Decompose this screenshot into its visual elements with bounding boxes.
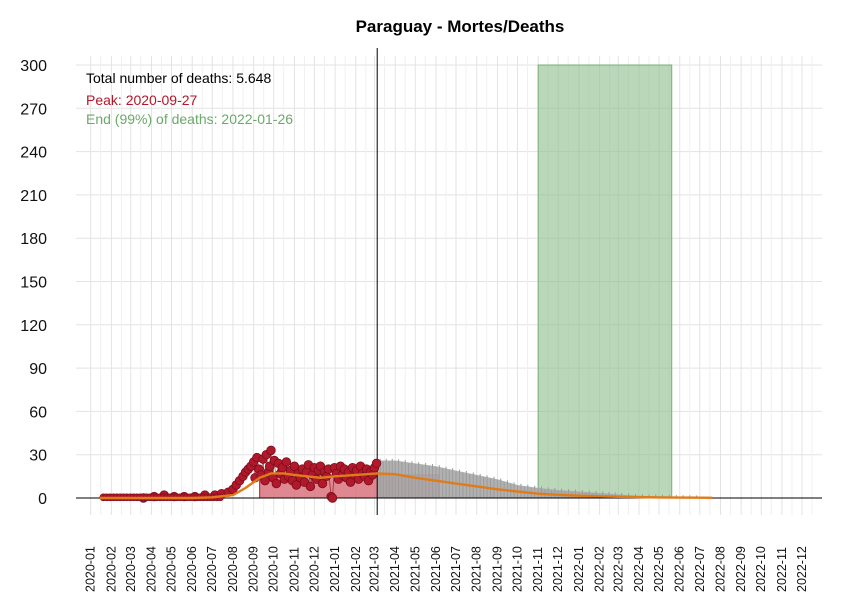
x-tick-label: 2022-02 (593, 546, 607, 592)
y-tick-labels: 0 30 60 90 120 150 180 210 240 270 300 (20, 58, 47, 508)
x-tick-label: 2020-03 (124, 546, 138, 592)
x-tick-label: 2020-10 (267, 546, 281, 592)
annotation-end-date: End (99%) of deaths: 2022-01-26 (86, 111, 293, 127)
annotation-peak-date: Peak: 2020-09-27 (86, 92, 198, 108)
y-tick-label: 180 (20, 231, 47, 248)
observed-point (281, 457, 292, 467)
observed-point (266, 445, 276, 456)
x-tick-label: 2021-06 (429, 546, 443, 592)
x-tick-label: 2022-03 (611, 546, 625, 592)
observed-point (305, 481, 316, 492)
annotation-total-deaths: Total number of deaths: 5.648 (86, 70, 271, 86)
x-tick-label: 2022-05 (652, 546, 666, 592)
x-tick-label: 2020-12 (307, 546, 321, 592)
y-tick-label: 60 (29, 404, 47, 421)
x-tick-label: 2021-04 (388, 546, 402, 592)
prediction-band (377, 460, 700, 498)
y-tick-label: 240 (20, 145, 47, 162)
x-tick-label: 2021-08 (470, 546, 484, 592)
x-tick-label: 2022-10 (754, 546, 768, 592)
chart-title: Paraguay - Mortes/Deaths (356, 17, 565, 36)
x-tick-label: 2020-02 (104, 546, 118, 592)
x-tick-label: 2020-07 (205, 546, 219, 592)
x-tick-label: 2020-09 (247, 546, 261, 592)
observed-point (289, 461, 300, 471)
y-tick-label: 0 (38, 491, 47, 508)
x-tick-labels: 2020-01 2020-02 2020-03 2020-04 2020-05 2020-… (84, 546, 809, 592)
x-tick-label: 2022-04 (632, 546, 646, 592)
x-tick-label: 2020-08 (226, 546, 240, 592)
x-tick-label: 2021-01 (328, 546, 342, 592)
x-tick-label: 2021-02 (349, 546, 363, 592)
x-tick-label: 2022-07 (693, 546, 707, 592)
x-tick-label: 2020-06 (185, 546, 199, 592)
x-tick-label: 2022-12 (795, 546, 809, 592)
y-tick-label: 90 (29, 361, 47, 378)
x-tick-label: 2021-03 (368, 546, 382, 592)
y-tick-label: 150 (20, 275, 47, 292)
y-tick-label: 270 (20, 101, 47, 118)
end-of-deaths-band (537, 64, 673, 499)
x-tick-label: 2020-04 (144, 546, 158, 592)
x-tick-label: 2022-08 (713, 546, 727, 592)
x-tick-label: 2021-12 (551, 546, 565, 592)
observed-point (371, 458, 382, 469)
x-tick-label: 2021-11 (531, 547, 545, 592)
y-tick-label: 210 (20, 188, 47, 205)
observed-point (317, 478, 328, 489)
y-tick-label: 120 (20, 318, 47, 335)
x-tick-label: 2022-11 (775, 547, 789, 592)
y-tick-label: 30 (29, 448, 47, 465)
x-tick-label: 2020-01 (84, 546, 98, 592)
x-tick-label: 2021-07 (449, 546, 463, 592)
x-tick-label: 2020-05 (165, 546, 179, 592)
observed-point (345, 477, 356, 487)
x-tick-label: 2022-06 (673, 546, 687, 592)
x-tick-label: 2021-09 (490, 546, 504, 592)
fitted-line (100, 472, 713, 500)
observed-point (291, 480, 302, 490)
x-tick-label: 2021-10 (510, 546, 524, 592)
x-tick-label: 2020-11 (287, 547, 301, 592)
y-tick-label: 300 (20, 58, 47, 75)
x-tick-label: 2021-05 (408, 546, 422, 592)
x-tick-label: 2022-09 (734, 546, 748, 592)
end-of-deaths-band-layer (537, 64, 673, 499)
observed-point (271, 478, 282, 489)
observed-point (327, 493, 338, 503)
x-tick-label: 2022-01 (572, 546, 586, 592)
fitted-line-layer (100, 472, 713, 500)
